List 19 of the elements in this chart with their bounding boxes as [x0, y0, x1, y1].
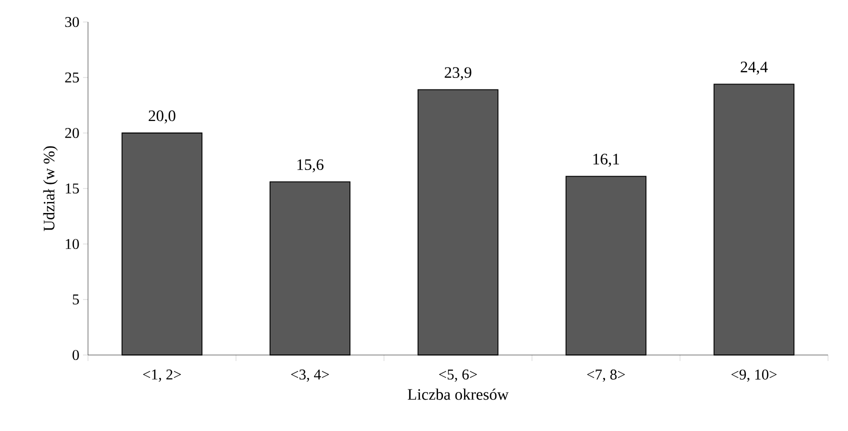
x-tick-label: <5, 6>	[439, 370, 477, 382]
y-tick-label: 25	[65, 72, 79, 83]
data-label: 20,0	[148, 110, 176, 124]
x-tick-label: <3, 4>	[291, 370, 329, 382]
x-tick-label: <9, 10>	[731, 370, 777, 382]
data-label: 24,4	[740, 62, 768, 75]
y-tick-label: 15	[66, 184, 79, 194]
x-tick-label: <1, 2>	[143, 370, 181, 382]
y-tick-label: 0	[72, 350, 79, 360]
y-tick-label: 20	[65, 128, 79, 138]
data-label: 15,6	[297, 159, 324, 172]
x-tick-label: <7, 8>	[587, 370, 625, 382]
y-tick-label: 10	[66, 238, 79, 250]
y-tick-label: 5	[72, 294, 79, 304]
y-tick-label: 30	[65, 16, 79, 28]
data-label: 23,9	[444, 67, 472, 80]
x-axis-title: Liczba okresów	[408, 388, 509, 400]
data-label: 16,1	[593, 154, 619, 167]
y-axis-title: Udział (w %)	[43, 146, 58, 232]
